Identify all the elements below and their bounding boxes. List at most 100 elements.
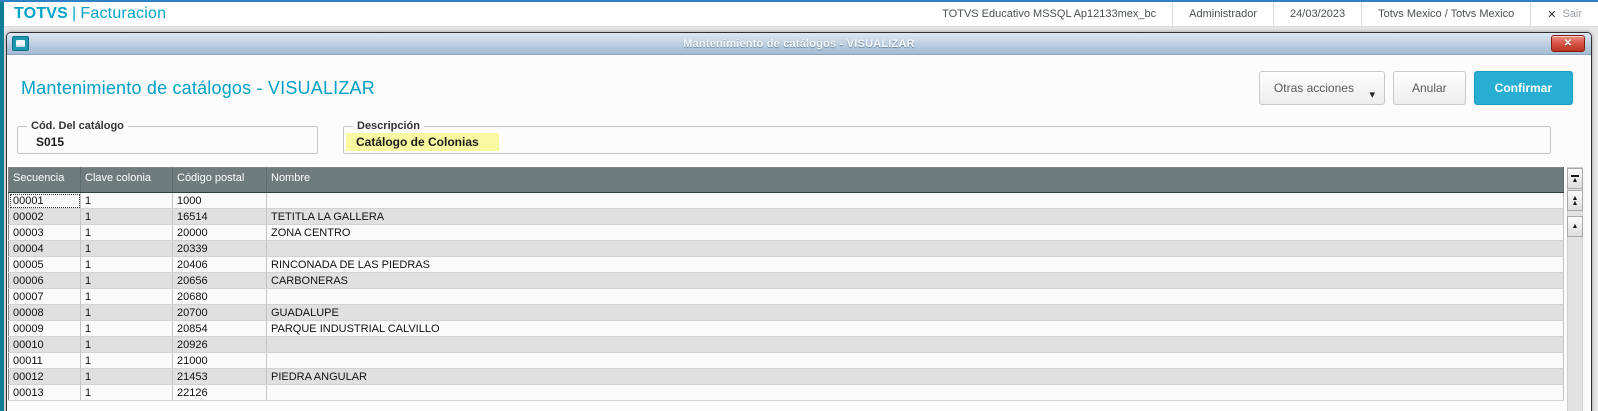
grid-cell[interactable]: 00011	[8, 352, 81, 369]
table-row[interactable]: 00002 1 16514 TETITLA LA GALLERA	[8, 208, 1564, 225]
scroll-page-up-button[interactable]: ▲ ▲	[1567, 190, 1583, 211]
action-buttons: Otras acciones ▾ Anular Confirmar	[1258, 71, 1573, 105]
page-up-arrow-icon-1: ▲	[1571, 194, 1579, 202]
vertical-scrollbar[interactable]: ▲ ▲ ▲ ▲	[1567, 167, 1583, 411]
user-label: Administrador	[1172, 2, 1273, 26]
table-row[interactable]: 00012 1 21453 PIEDRA ANGULAR	[8, 368, 1564, 385]
grid-cell[interactable]	[266, 352, 1564, 369]
grid-cell[interactable]: 00009	[8, 320, 81, 337]
date-label: 24/03/2023	[1273, 2, 1361, 26]
table-row[interactable]: 00011 1 21000	[8, 352, 1564, 369]
grid-cell[interactable]: 20406	[172, 256, 267, 273]
table-row[interactable]: 00008 1 20700 GUADALUPE	[8, 304, 1564, 321]
topbar-info: TOTVS Educativo MSSQL Ap12133mex_bc Admi…	[926, 2, 1598, 26]
table-row[interactable]: 00009 1 20854 PARQUE INDUSTRIAL CALVILLO	[8, 320, 1564, 337]
grid-cell[interactable]: 20854	[172, 320, 267, 337]
chevron-down-icon: ▾	[1369, 89, 1375, 101]
top-accent-line	[0, 0, 1598, 2]
grid-cell[interactable]: 20680	[172, 288, 267, 305]
grid-cell[interactable]: 00012	[8, 368, 81, 385]
grid-cell[interactable]: 16514	[172, 208, 267, 225]
grid-cell[interactable]: ZONA CENTRO	[266, 224, 1564, 241]
table-row[interactable]: 00010 1 20926	[8, 336, 1564, 353]
grid-cell[interactable]	[266, 240, 1564, 257]
grid-cell[interactable]: 00013	[8, 384, 81, 401]
grid-cell[interactable]: 20926	[172, 336, 267, 353]
grid-cell[interactable]: 1	[80, 384, 173, 401]
close-icon: ✕	[1563, 37, 1573, 49]
page-title: Mantenimiento de catálogos - VISUALIZAR	[21, 78, 375, 98]
logout-label: Sair	[1562, 8, 1582, 20]
grid-cell[interactable]: 1	[80, 256, 173, 273]
grid-cell[interactable]: 21453	[172, 368, 267, 385]
grid-cell[interactable]: 00002	[8, 208, 81, 225]
grid-cell[interactable]	[266, 192, 1564, 209]
table-row[interactable]: 00005 1 20406 RINCONADA DE LAS PIEDRAS	[8, 256, 1564, 273]
grid-cell[interactable]: 1	[80, 304, 173, 321]
grid-cell[interactable]: 00003	[8, 224, 81, 241]
table-row[interactable]: 00003 1 20000 ZONA CENTRO	[8, 224, 1564, 241]
grid-cell[interactable]: 00001	[8, 192, 81, 209]
grid-cell[interactable]: 22126	[172, 384, 267, 401]
environment-label: TOTVS Educativo MSSQL Ap12133mex_bc	[942, 8, 1157, 20]
grid-body: 00001 1 1000 00002 1 16514 TETITLA LA GALLERA 0…	[8, 192, 1564, 401]
grid-cell[interactable]: PIEDRA ANGULAR	[266, 368, 1564, 385]
scroll-top-bar-icon	[1571, 174, 1579, 177]
dialog-window: Mantenimiento de catálogos - VISUALIZAR …	[6, 32, 1592, 411]
dialog-titlebar[interactable]: Mantenimiento de catálogos - VISUALIZAR …	[7, 33, 1591, 55]
grid-cell[interactable]: 00010	[8, 336, 81, 353]
grid-cell[interactable]: 1	[80, 336, 173, 353]
otras-acciones-button[interactable]: Otras acciones ▾	[1258, 71, 1385, 105]
codigo-value-field[interactable]: S015	[36, 135, 65, 149]
toolbar: Mantenimiento de catálogos - VISUALIZAR …	[7, 55, 1591, 107]
table-row[interactable]: 00013 1 22126	[8, 384, 1564, 401]
column-header-codigo-postal[interactable]: Código postal	[172, 167, 267, 193]
scroll-to-top-button[interactable]: ▲	[1567, 168, 1583, 189]
grid-cell[interactable]: 20000	[172, 224, 267, 241]
grid-cell[interactable]: 1	[80, 288, 173, 305]
brand-totvs: TOTVS	[14, 5, 69, 22]
table-row[interactable]: 00001 1 1000	[8, 192, 1564, 209]
grid-cell[interactable]: 1	[80, 224, 173, 241]
grid-cell[interactable]: 1	[80, 368, 173, 385]
confirmar-button[interactable]: Confirmar	[1473, 71, 1573, 105]
table-row[interactable]: 00007 1 20680	[8, 288, 1564, 305]
grid-cell[interactable]: GUADALUPE	[266, 304, 1564, 321]
grid-cell[interactable]: 00004	[8, 240, 81, 257]
descripcion-value-field[interactable]: Catálogo de Colonias	[346, 133, 499, 151]
grid-cell[interactable]: 1	[80, 240, 173, 257]
table-row[interactable]: 00004 1 20339	[8, 240, 1564, 257]
grid-cell[interactable]: 00007	[8, 288, 81, 305]
grid-cell[interactable]: TETITLA LA GALLERA	[266, 208, 1564, 225]
grid-cell[interactable]	[266, 336, 1564, 353]
codigo-label: Cód. Del catálogo	[31, 120, 124, 132]
workspace: Mantenimiento de catálogos - VISUALIZAR …	[0, 27, 1598, 411]
grid-cell[interactable]: 1000	[172, 192, 267, 209]
column-header-clave-colonia[interactable]: Clave colonia	[80, 167, 173, 193]
column-header-nombre[interactable]: Nombre	[266, 167, 1564, 193]
table-row[interactable]: 00006 1 20656 CARBONERAS	[8, 272, 1564, 289]
column-header-secuencia[interactable]: Secuencia	[8, 167, 81, 193]
grid-cell[interactable]: 20700	[172, 304, 267, 321]
grid-cell[interactable]: RINCONADA DE LAS PIEDRAS	[266, 256, 1564, 273]
grid-cell[interactable]: PARQUE INDUSTRIAL CALVILLO	[266, 320, 1564, 337]
close-button[interactable]: ✕	[1551, 35, 1585, 52]
grid-cell[interactable]: 00008	[8, 304, 81, 321]
anular-button[interactable]: Anular	[1392, 71, 1466, 105]
grid-cell[interactable]: 1	[80, 272, 173, 289]
logout-button[interactable]: ✕ Sair	[1530, 2, 1598, 26]
scroll-up-button[interactable]: ▲	[1567, 216, 1583, 237]
grid-cell[interactable]: 20656	[172, 272, 267, 289]
grid-cell[interactable]: 00005	[8, 256, 81, 273]
grid-cell[interactable]: 1	[80, 192, 173, 209]
grid-cell[interactable]: 1	[80, 352, 173, 369]
grid-cell[interactable]: CARBONERAS	[266, 272, 1564, 289]
grid-cell[interactable]	[266, 384, 1564, 401]
company-label: Totvs Mexico / Totvs Mexico	[1361, 2, 1530, 26]
grid-cell[interactable]: 1	[80, 208, 173, 225]
grid-cell[interactable]: 21000	[172, 352, 267, 369]
grid-cell[interactable]: 00006	[8, 272, 81, 289]
grid-cell[interactable]	[266, 288, 1564, 305]
grid-cell[interactable]: 1	[80, 320, 173, 337]
grid-cell[interactable]: 20339	[172, 240, 267, 257]
